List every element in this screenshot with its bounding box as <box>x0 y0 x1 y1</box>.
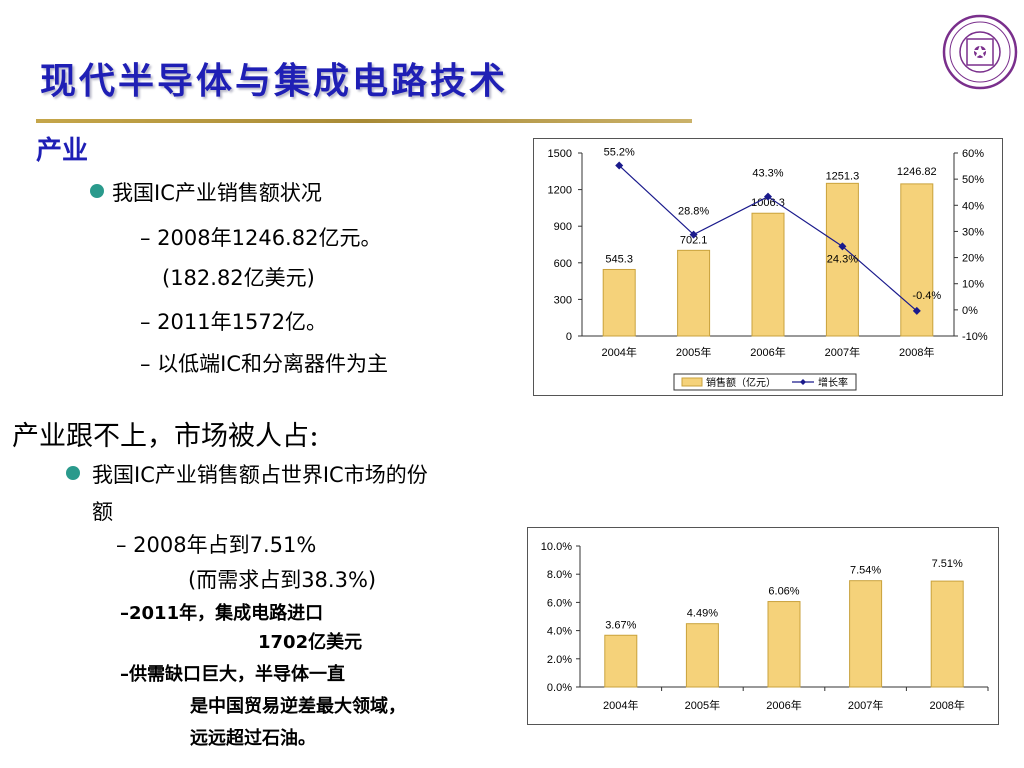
share-value-label: 3.67% <box>605 619 636 631</box>
sales-value-label: 1006.3 <box>751 197 785 209</box>
sales-value-label: 545.3 <box>605 253 633 265</box>
sub-item-exceeds-oil: 远远超过石油。 <box>190 728 316 749</box>
sales-bar <box>602 268 636 337</box>
share-value-label: 4.49% <box>687 608 718 620</box>
growth-rate-point <box>764 192 772 201</box>
sub-item-2011-sales: – 2011年1572亿。 <box>140 310 328 334</box>
share-value-label: 7.51% <box>932 558 963 570</box>
sales-value-label: 1246.82 <box>897 166 937 178</box>
title-underline <box>36 119 692 123</box>
y-tick-label: 0.0% <box>547 682 572 694</box>
sales-bar <box>825 182 859 337</box>
slide-title: 现代半导体与集成电路技术 <box>40 60 509 102</box>
sales-value-label: 1251.3 <box>826 170 860 182</box>
growth-rate-label: 55.2% <box>604 147 635 159</box>
sub-item-trade-deficit: 是中国贸易逆差最大领域， <box>190 696 406 717</box>
sub-item-demand-share: (而需求占到38.3%) <box>188 568 377 592</box>
legend-box <box>673 373 857 391</box>
share-value-label: 6.06% <box>768 586 799 598</box>
sales-growth-chart-svg: 0 300 600 900 1200 1500 -10% 0% 10% 20% 30% 40% 50% 6… <box>548 147 988 391</box>
sub-item-2008-share: – 2008年占到7.51% <box>116 533 317 557</box>
market-share-chart: 0.0% 2.0% 4.0% 6.0% 8.0% 10.0% 3.67% 2004年 4.49%… <box>527 527 999 725</box>
y-tick-label: 600 <box>554 258 572 270</box>
sales-growth-chart: 0 300 600 900 1200 1500 -10% 0% 10% 20% 30% 40% 50% 6… <box>533 138 1003 396</box>
y2-tick-label: -10% <box>962 331 988 343</box>
sub-item-supply-gap: –供需缺口巨大，半导体一直 <box>120 664 345 685</box>
growth-rate-label: 28.8% <box>678 206 709 218</box>
sub-item-2011-import: –2011年，集成电路进口 <box>120 603 324 624</box>
bullet-dot <box>66 466 80 480</box>
sales-value-label: 702.1 <box>680 234 708 246</box>
y-tick-label: 0 <box>566 331 572 343</box>
sub-item-2008-usd: (182.82亿美元) <box>162 266 315 290</box>
y2-tick-label: 50% <box>962 174 984 186</box>
x-tick-label: 2007年 <box>825 345 860 359</box>
x-tick-label: 2006年 <box>750 345 785 359</box>
market-share-chart-svg: 0.0% 2.0% 4.0% 6.0% 8.0% 10.0% 3.67% 2004年 4.49%… <box>541 541 989 712</box>
growth-rate-label: 24.3% <box>827 253 858 265</box>
legend-bar-label: 销售额（亿元） <box>706 376 776 389</box>
y2-tick-label: 0% <box>962 305 978 317</box>
university-seal-logo <box>942 14 1018 90</box>
bullet-ic-sales-status: 我国IC产业销售额状况 <box>112 181 322 205</box>
y-tick-label: 900 <box>554 221 572 233</box>
growth-rate-point <box>615 161 624 170</box>
y-tick-label: 1200 <box>548 185 572 197</box>
share-bar <box>685 623 719 688</box>
section-heading: 产业 <box>36 136 89 166</box>
section2-heading-text: 产业跟不上，市场被人占 <box>12 421 309 452</box>
y-tick-label: 6.0% <box>547 597 572 609</box>
x-tick-label: 2007年 <box>848 698 883 712</box>
section2-heading: 产业跟不上，市场被人占： <box>12 414 329 453</box>
y-tick-label: 8.0% <box>547 569 572 581</box>
y2-tick-label: 20% <box>962 253 984 265</box>
growth-rate-point <box>689 230 698 239</box>
bullet-dot <box>90 184 104 198</box>
sales-bar <box>677 249 711 337</box>
y-tick-label: 2.0% <box>547 654 572 666</box>
growth-rate-point <box>912 306 921 315</box>
legend-bar-swatch <box>681 377 703 387</box>
sub-item-import-value: 1702亿美元 <box>258 632 363 653</box>
sub-item-low-end-ic: – 以低端IC和分离器件为主 <box>140 352 389 376</box>
share-value-label: 7.54% <box>850 565 881 577</box>
y2-tick-label: 40% <box>962 200 984 212</box>
growth-rate-point <box>838 242 847 251</box>
share-bar <box>604 634 638 688</box>
x-tick-label: 2008年 <box>929 698 964 712</box>
bullet-market-share-line1: 我国IC产业销售额占世界IC市场的份 <box>92 463 428 487</box>
sales-bar <box>751 212 785 337</box>
y2-tick-label: 60% <box>962 148 984 160</box>
x-tick-label: 2004年 <box>603 698 638 712</box>
y-tick-label: 10.0% <box>541 541 572 553</box>
y2-tick-label: 30% <box>962 226 984 238</box>
y2-tick-label: 10% <box>962 279 984 291</box>
sub-item-2008-sales: – 2008年1246.82亿元。 <box>140 226 382 250</box>
y-tick-label: 4.0% <box>547 626 572 638</box>
share-bar <box>767 601 801 688</box>
x-tick-label: 2005年 <box>676 345 711 359</box>
section2-heading-colon: ： <box>309 426 329 450</box>
y-tick-label: 300 <box>554 294 572 306</box>
x-tick-label: 2004年 <box>601 345 636 359</box>
x-tick-label: 2008年 <box>899 345 934 359</box>
x-tick-label: 2006年 <box>766 698 801 712</box>
growth-rate-label: 43.3% <box>752 168 783 180</box>
legend-line-marker <box>800 379 806 385</box>
bullet-market-share-line2: 额 <box>92 500 113 524</box>
x-tick-label: 2005年 <box>685 698 720 712</box>
y-tick-label: 1500 <box>548 148 572 160</box>
share-bar <box>930 580 964 688</box>
growth-rate-label: -0.4% <box>912 290 941 302</box>
legend-line-label: 增长率 <box>818 376 848 389</box>
share-bar <box>849 580 883 688</box>
